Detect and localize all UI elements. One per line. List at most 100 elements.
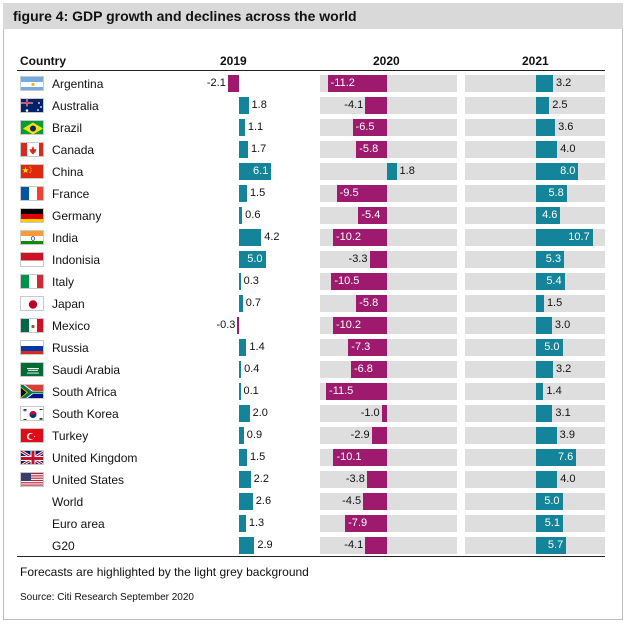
value-label-2021: 5.0 [544, 495, 560, 507]
footnote: Forecasts are highlighted by the light g… [20, 565, 309, 579]
source-note: Source: Citi Research September 2020 [20, 592, 194, 603]
bar-2019 [239, 493, 253, 510]
bar-2021 [536, 427, 557, 444]
country-label: G20 [52, 539, 75, 553]
turkey-flag-icon [20, 428, 44, 443]
bar-2020 [356, 141, 387, 158]
forecast-background [465, 251, 605, 268]
country-label: Turkey [52, 429, 89, 443]
value-label-2020: -4.1 [344, 99, 364, 111]
chart-title: figure 4: GDP growth and declines across… [13, 8, 357, 24]
bar-2019 [239, 515, 246, 532]
forecast-background [320, 471, 457, 488]
forecast-background [465, 141, 605, 158]
forecast-background [465, 493, 605, 510]
bar-2021 [536, 515, 564, 532]
value-label-2019: 1.8 [251, 99, 267, 111]
bar-2019 [239, 119, 245, 136]
value-label-2020: -10.1 [336, 451, 362, 463]
value-label-2020: -10.5 [334, 275, 360, 287]
value-label-2019: 5.0 [247, 253, 263, 265]
value-label-2020: -1.0 [360, 407, 380, 419]
value-label-2021: 3.9 [559, 429, 575, 441]
bar-2021 [536, 185, 567, 202]
bar-2021 [536, 405, 553, 422]
value-label-2019: 0.1 [243, 385, 259, 397]
bar-2021 [536, 75, 553, 92]
bar-2020 [358, 207, 387, 224]
bar-2021 [536, 339, 563, 356]
bar-2020 [365, 97, 387, 114]
forecast-background [465, 405, 605, 422]
value-label-2019: 1.5 [249, 187, 266, 199]
bar-2021 [536, 229, 593, 246]
bar-2021 [536, 141, 558, 158]
country-label: Brazil [52, 121, 83, 135]
bar-2021 [536, 251, 565, 268]
forecast-background [465, 273, 605, 290]
value-label-2019: 1.3 [248, 517, 265, 529]
bar-2021 [536, 361, 553, 378]
value-label-2019: -2.1 [206, 77, 226, 89]
bar-2020 [352, 119, 387, 136]
column-header-2021: 2021 [522, 54, 549, 68]
bar-2021 [536, 97, 550, 114]
bar-2019 [239, 383, 241, 400]
value-label-2021: 4.0 [560, 143, 576, 155]
bar-2020 [332, 229, 387, 246]
forecast-background [465, 97, 605, 114]
value-label-2021: 5.4 [546, 275, 562, 287]
bar-2020 [369, 251, 387, 268]
value-label-2020: -5.8 [359, 143, 379, 155]
bar-2021 [536, 449, 577, 466]
italy-flag-icon [20, 274, 44, 289]
value-label-2020: -3.8 [345, 473, 365, 485]
forecast-background [465, 449, 605, 466]
country-label: Russia [52, 341, 89, 355]
value-label-2021: 5.3 [545, 253, 562, 265]
value-label-2019: 2.6 [255, 495, 272, 507]
forecast-background [320, 405, 457, 422]
value-label-2020: -10.2 [335, 319, 362, 331]
bar-2020 [332, 317, 387, 334]
forecast-background [320, 97, 457, 114]
value-label-2019: 4.2 [264, 231, 280, 243]
value-label-2021: 5.0 [544, 341, 560, 353]
brazil-flag-icon [20, 120, 44, 135]
value-label-2019: -0.3 [216, 319, 236, 331]
russia-flag-icon [20, 340, 44, 355]
country-label: India [52, 231, 79, 245]
australia-flag-icon [20, 98, 44, 113]
bar-2021 [536, 471, 558, 488]
france-flag-icon [20, 186, 44, 201]
south-africa-flag-icon [20, 384, 44, 399]
bar-2021 [536, 493, 563, 510]
country-label: Australia [52, 99, 99, 113]
forecast-background [320, 427, 457, 444]
value-label-2019: 1.7 [251, 143, 267, 155]
bar-2019 [239, 97, 249, 114]
value-label-2020: -6.8 [353, 363, 373, 375]
forecast-background [320, 493, 457, 510]
country-label: United Kingdom [52, 451, 138, 465]
title-bar: figure 4: GDP growth and declines across… [3, 3, 623, 29]
bar-2019 [239, 273, 241, 290]
bar-2020 [366, 471, 387, 488]
forecast-background [320, 515, 457, 532]
value-label-2020: -5.4 [361, 209, 381, 221]
bar-2019 [239, 229, 262, 246]
forecast-background [465, 295, 605, 312]
country-label: Germany [52, 209, 102, 223]
united-kingdom-flag-icon [20, 450, 44, 465]
mexico-flag-icon [20, 318, 44, 333]
country-label: United States [52, 473, 125, 487]
value-label-2020: -9.5 [339, 187, 359, 199]
forecast-background [320, 119, 457, 136]
value-label-2020: -4.5 [342, 495, 362, 507]
bar-2020 [326, 383, 387, 400]
value-label-2020: -6.5 [355, 121, 375, 133]
saudi-arabia-flag-icon [20, 362, 44, 377]
bar-2019 [239, 251, 266, 268]
bar-2019 [239, 537, 255, 554]
value-label-2021: 3.1 [555, 407, 571, 419]
